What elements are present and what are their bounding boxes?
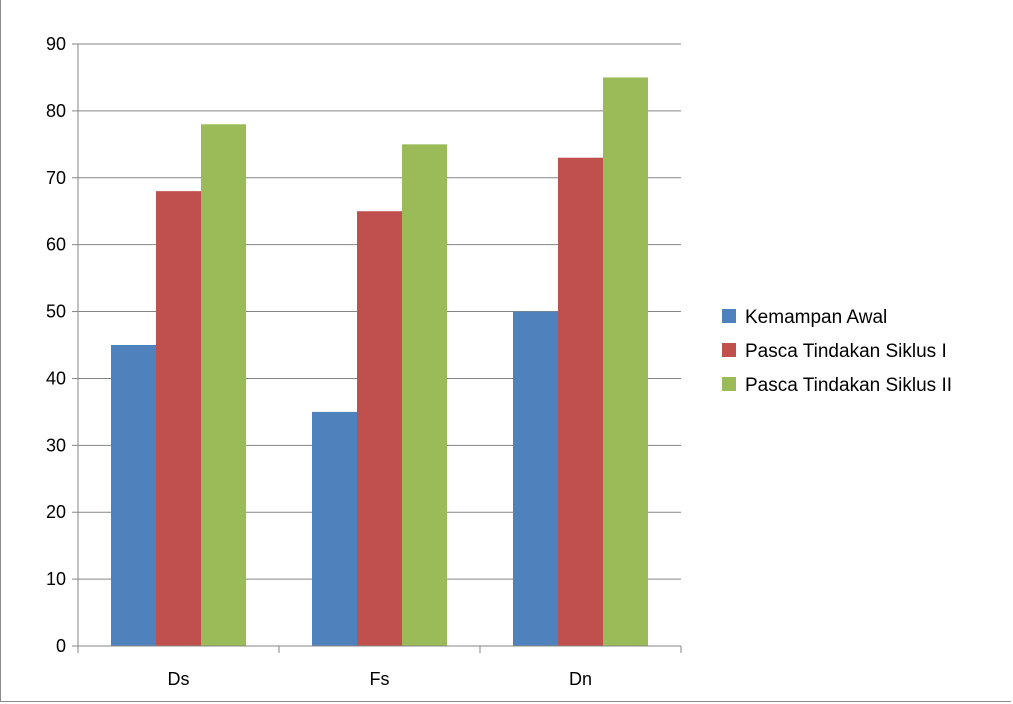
axes: 0 10 20 30 40 50 60 70 80 90 Ds Fs Dn xyxy=(46,34,682,689)
y-tick-label: 80 xyxy=(46,101,66,121)
bar-dn-series-2 xyxy=(558,157,603,646)
bar-fs-series-2 xyxy=(357,211,402,646)
legend-swatch-2 xyxy=(722,343,736,357)
y-tick-label: 30 xyxy=(46,435,66,455)
legend-swatch-3 xyxy=(722,377,736,391)
x-tick-label-ds: Ds xyxy=(168,669,190,689)
y-tick-label: 20 xyxy=(46,502,66,522)
bar-fs-series-1 xyxy=(312,411,357,646)
legend-label-3: Pasca Tindakan Siklus II xyxy=(745,375,952,396)
y-tick-label: 0 xyxy=(56,636,66,656)
bar-dn-series-1 xyxy=(513,311,558,646)
bar-ds-series-2 xyxy=(156,191,201,646)
bar-ds-series-3 xyxy=(201,124,246,647)
y-tick-label: 10 xyxy=(46,569,66,589)
bar-dn-series-3 xyxy=(603,77,648,646)
bars xyxy=(111,77,648,647)
legend-label-2: Pasca Tindakan Siklus I xyxy=(745,341,947,362)
bar-ds-series-1 xyxy=(111,345,156,646)
legend-swatch-1 xyxy=(722,309,736,323)
bar-fs-series-3 xyxy=(402,144,447,647)
legend-label-1: Kemampan Awal xyxy=(745,307,887,328)
y-tick-label: 70 xyxy=(46,168,66,188)
y-tick-label: 40 xyxy=(46,368,66,388)
y-tick-label: 60 xyxy=(46,235,66,255)
x-tick-label-fs: Fs xyxy=(370,669,390,689)
x-tick-label-dn: Dn xyxy=(569,669,592,689)
legend: Kemampan Awal Pasca Tindakan Siklus I Pasc… xyxy=(722,307,952,396)
y-tick-label: 90 xyxy=(46,34,66,54)
y-tick-label: 50 xyxy=(46,302,66,322)
